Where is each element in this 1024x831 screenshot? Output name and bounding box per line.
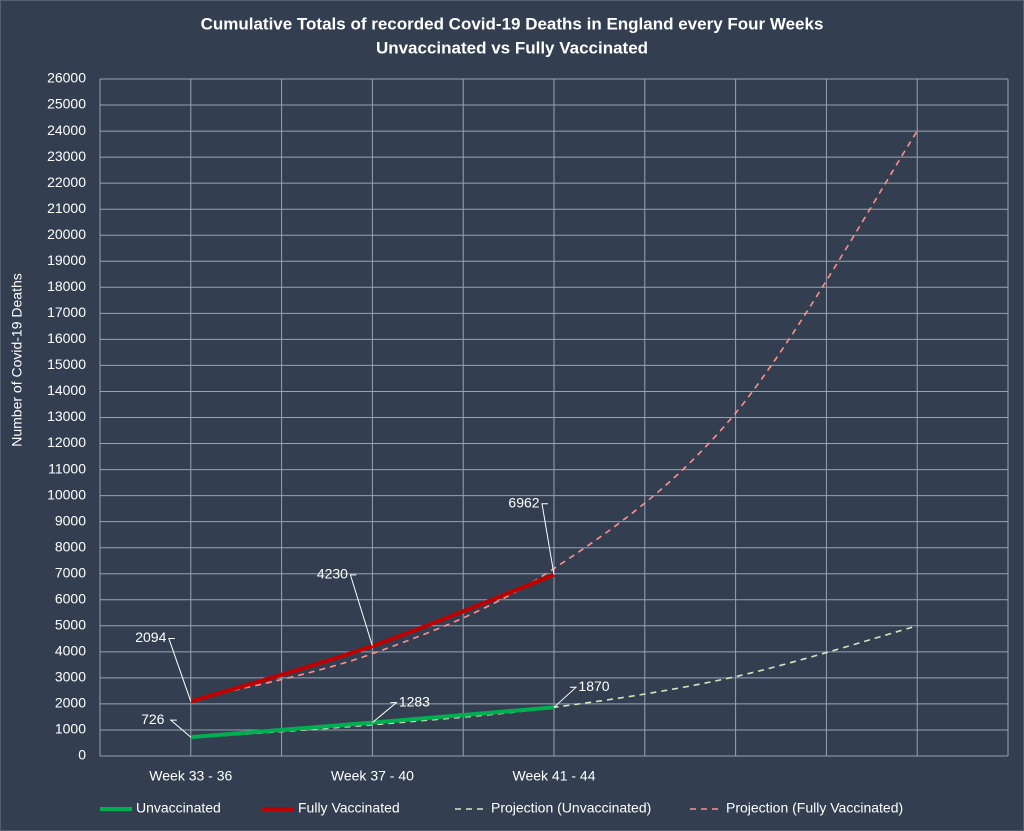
data-label: 726 (141, 711, 165, 727)
leader-line (168, 637, 192, 702)
legend-label: Unvaccinated (136, 800, 221, 816)
leader-line (349, 574, 373, 647)
y-tick-label: 7000 (55, 564, 86, 580)
data-label: 4230 (317, 566, 348, 582)
legend-label: Fully Vaccinated (298, 800, 400, 816)
y-tick-label: 23000 (47, 148, 86, 164)
y-tick-label: 20000 (47, 226, 86, 242)
chart-title: Cumulative Totals of recorded Covid-19 D… (201, 14, 824, 33)
leader-line (169, 719, 192, 738)
data-label: 6962 (508, 494, 539, 510)
y-tick-label: 9000 (55, 512, 86, 528)
y-tick-label: 25000 (47, 96, 86, 112)
y-tick-label: 8000 (55, 538, 86, 554)
x-tick-label: Week 37 - 40 (331, 768, 414, 784)
x-tick-label: Week 33 - 36 (149, 768, 232, 784)
y-tick-label: 1000 (55, 721, 86, 737)
y-tick-label: 21000 (47, 200, 86, 216)
chart-subtitle: Unvaccinated vs Fully Vaccinated (376, 38, 648, 57)
y-tick-label: 18000 (47, 278, 86, 294)
y-tick-label: 0 (78, 747, 86, 763)
series-line (190, 130, 918, 701)
x-tick-label: Week 41 - 44 (512, 768, 595, 784)
y-tick-label: 4000 (55, 643, 86, 659)
data-label: 1283 (399, 693, 430, 709)
y-tick-label: 3000 (55, 669, 86, 685)
series-line (190, 705, 555, 740)
y-tick-label: 26000 (47, 70, 86, 86)
y-tick-label: 14000 (47, 382, 86, 398)
y-tick-label: 15000 (47, 356, 86, 372)
y-tick-label: 11000 (48, 460, 86, 476)
leader-line (541, 503, 555, 575)
y-tick-label: 13000 (47, 408, 86, 424)
y-tick-label: 10000 (47, 486, 86, 502)
y-tick-label: 19000 (47, 252, 86, 268)
y-tick-label: 5000 (55, 617, 86, 633)
y-tick-label: 2000 (55, 695, 86, 711)
leader-line (553, 686, 578, 708)
leader-line (372, 702, 398, 723)
y-tick-label: 22000 (47, 174, 86, 190)
y-tick-label: 17000 (47, 304, 86, 320)
y-axis-label: Number of Covid-19 Deaths (9, 273, 25, 447)
y-tick-label: 16000 (47, 330, 86, 346)
y-tick-label: 12000 (47, 434, 86, 450)
legend-label: Projection (Unvaccinated) (491, 800, 651, 816)
y-tick-label: 6000 (55, 590, 86, 606)
legend-label: Projection (Fully Vaccinated) (726, 800, 903, 816)
data-label: 2094 (135, 629, 166, 645)
y-tick-label: 24000 (47, 122, 86, 138)
data-label: 1870 (578, 678, 609, 694)
